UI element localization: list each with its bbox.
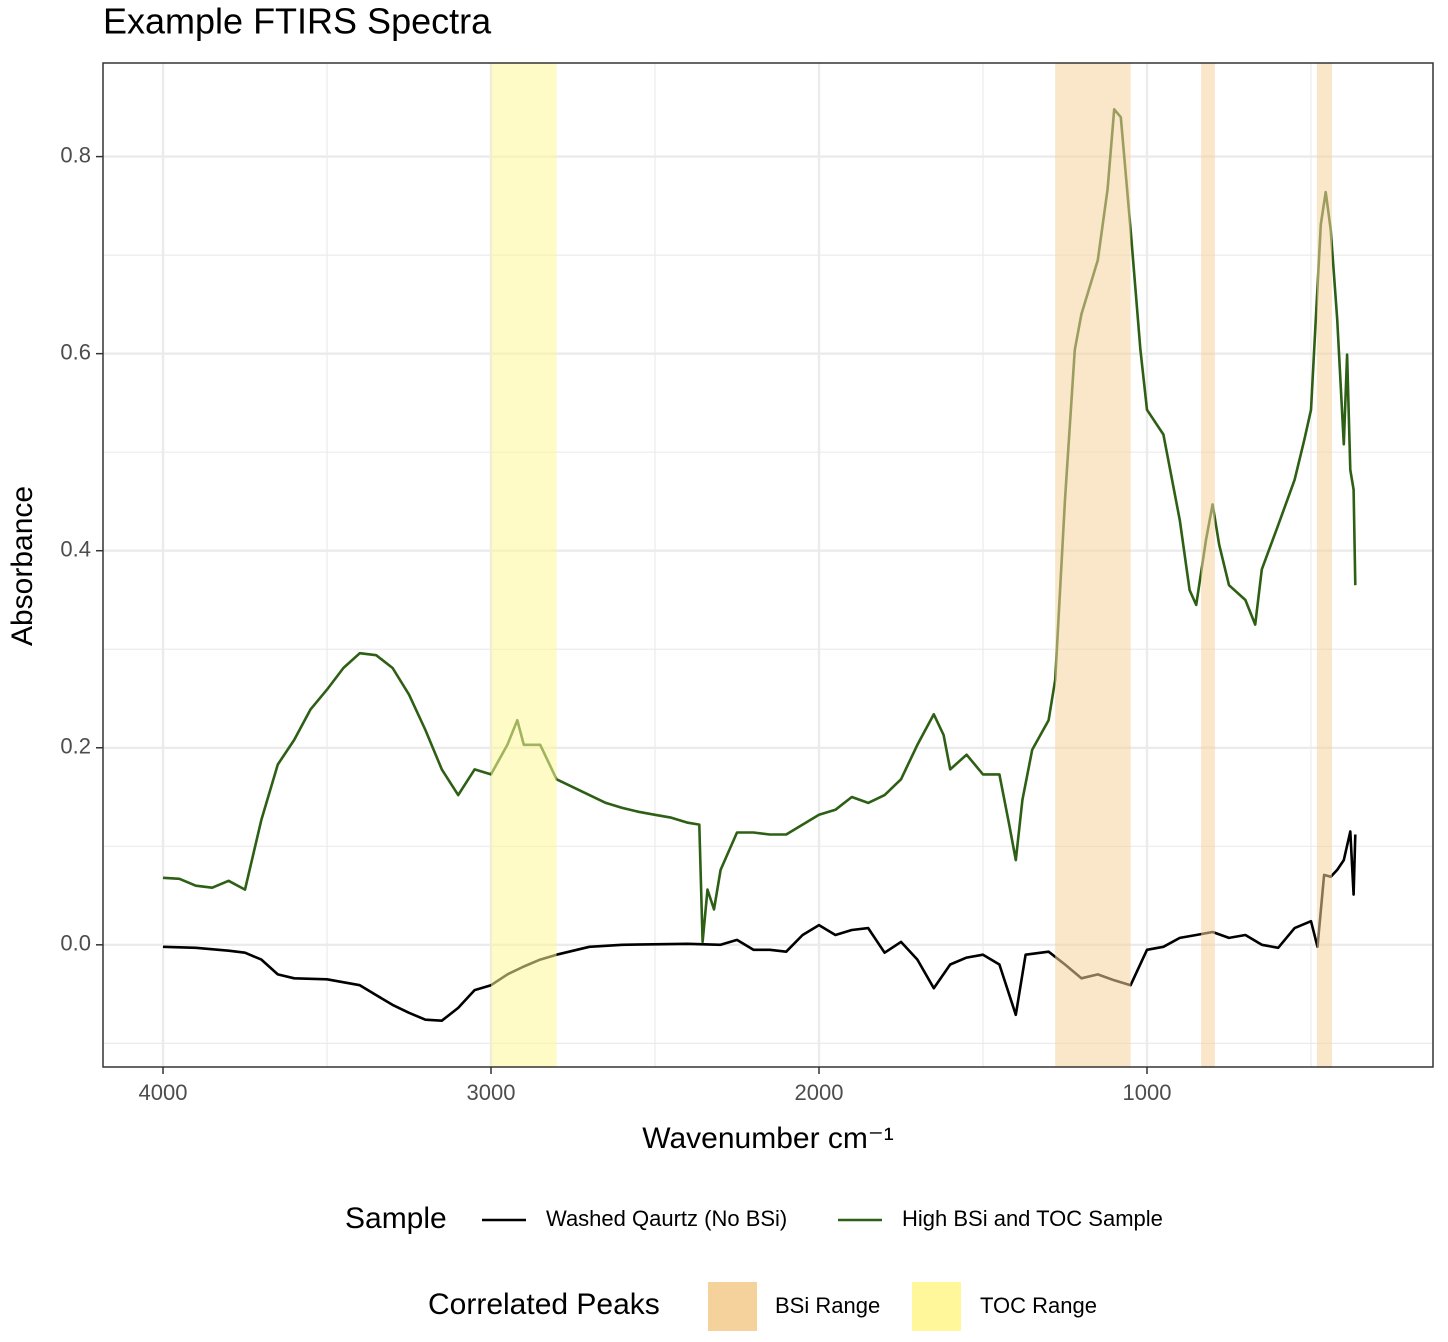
x-tick-label: 3000 [467, 1080, 516, 1105]
x-axis-title: Wavenumber cm⁻¹ [642, 1122, 893, 1155]
series-line [162, 108, 1357, 944]
panel-border [102, 62, 1434, 1068]
legend-label: High BSi and TOC Sample [902, 1206, 1163, 1231]
chart-title: Example FTIRS Spectra [103, 1, 492, 42]
highlight-band [1316, 63, 1332, 1067]
legend-swatch [708, 1282, 757, 1331]
y-axis-title: Absorbance [6, 486, 39, 646]
legend-swatch [912, 1282, 961, 1331]
legend-label: BSi Range [775, 1293, 880, 1318]
y-tick-label: 0.0 [60, 931, 91, 956]
legend-label: TOC Range [980, 1293, 1097, 1318]
highlight-band [1201, 63, 1215, 1067]
y-tick-label: 0.4 [60, 537, 91, 562]
y-tick-label: 0.8 [60, 142, 91, 167]
plot-area [103, 63, 1433, 1067]
series-line [162, 830, 1357, 1022]
highlight-band [1055, 63, 1131, 1067]
legend-label: Washed Qaurtz (No BSi) [546, 1206, 787, 1231]
x-tick-label: 4000 [139, 1080, 188, 1105]
y-tick-label: 0.2 [60, 734, 91, 759]
x-tick-label: 2000 [795, 1080, 844, 1105]
panel-background [103, 63, 1433, 1067]
x-tick-label: 1000 [1123, 1080, 1172, 1105]
y-tick-label: 0.6 [60, 339, 91, 364]
legend-title: Correlated Peaks [428, 1288, 660, 1321]
legend-title: Sample [345, 1202, 447, 1235]
highlight-band [491, 63, 557, 1067]
